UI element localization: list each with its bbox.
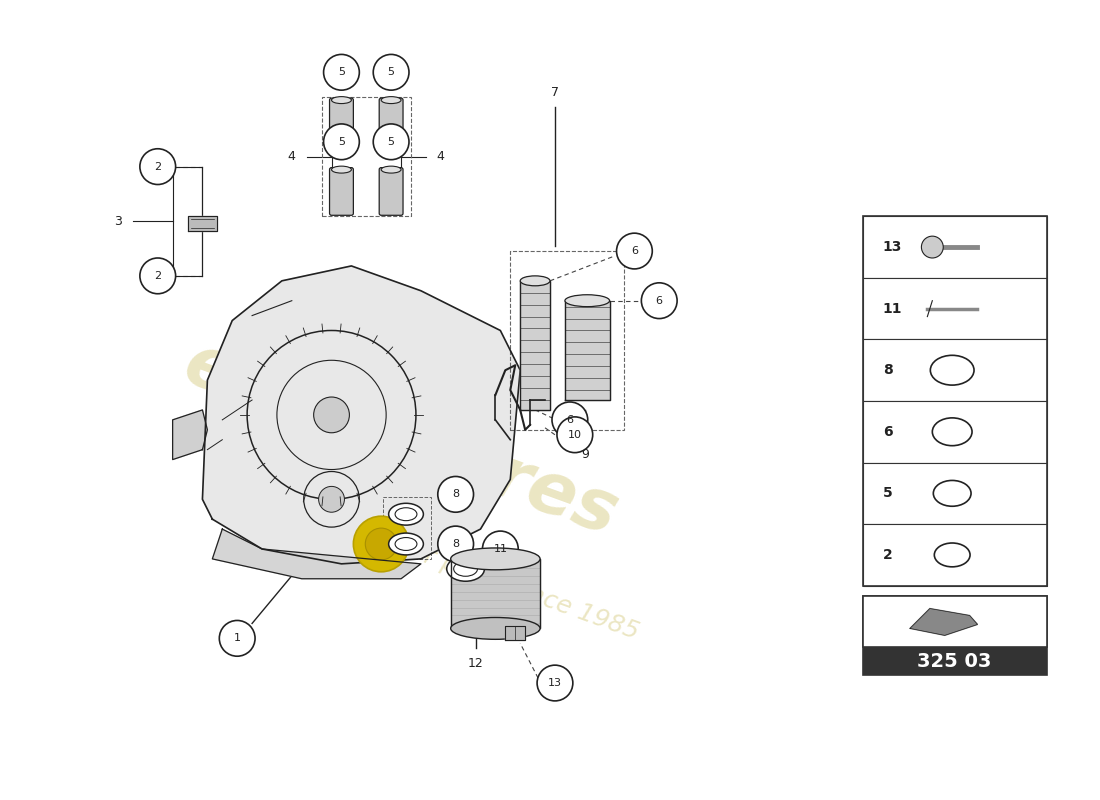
Ellipse shape (395, 538, 417, 550)
Text: 7: 7 (551, 86, 559, 98)
Text: 9: 9 (581, 448, 589, 461)
Circle shape (314, 397, 350, 433)
Ellipse shape (565, 294, 609, 306)
Circle shape (438, 477, 473, 512)
Ellipse shape (453, 562, 477, 576)
Text: 5: 5 (387, 67, 395, 78)
Circle shape (140, 258, 176, 294)
Text: 6: 6 (656, 296, 662, 306)
Text: 8: 8 (882, 363, 892, 378)
Text: 6: 6 (631, 246, 638, 256)
FancyBboxPatch shape (379, 168, 403, 215)
Text: 3: 3 (114, 214, 122, 228)
Ellipse shape (451, 618, 540, 639)
Bar (862, 216, 1046, 278)
Polygon shape (505, 626, 525, 640)
Polygon shape (565, 301, 609, 400)
Text: 2: 2 (882, 548, 892, 562)
Circle shape (373, 124, 409, 160)
Circle shape (353, 516, 409, 572)
Bar (862, 278, 1046, 339)
Ellipse shape (447, 557, 484, 582)
Text: 5: 5 (338, 137, 345, 147)
Polygon shape (520, 281, 550, 410)
Text: 8: 8 (452, 490, 459, 499)
Circle shape (319, 486, 344, 512)
Circle shape (616, 233, 652, 269)
Bar (862, 462, 1046, 524)
Text: a passion for parts since 1985: a passion for parts since 1985 (279, 493, 642, 645)
Polygon shape (173, 410, 208, 459)
Circle shape (552, 402, 587, 438)
Text: 11: 11 (882, 302, 902, 316)
Polygon shape (451, 559, 540, 629)
Text: 11: 11 (493, 544, 507, 554)
Text: 13: 13 (882, 240, 902, 254)
Text: 5: 5 (882, 486, 892, 500)
Text: 5: 5 (338, 67, 345, 78)
Text: 13: 13 (548, 678, 562, 688)
FancyBboxPatch shape (330, 98, 353, 146)
Bar (862, 401, 1046, 462)
Text: eurospares: eurospares (175, 329, 627, 550)
Ellipse shape (520, 276, 550, 286)
Ellipse shape (451, 548, 540, 570)
Text: 2: 2 (154, 271, 162, 281)
Text: 8: 8 (452, 539, 459, 549)
Text: 6: 6 (566, 415, 573, 425)
Ellipse shape (388, 533, 424, 555)
Circle shape (557, 417, 593, 453)
Bar (862, 339, 1046, 401)
Text: 2: 2 (154, 162, 162, 172)
Text: 5: 5 (387, 137, 395, 147)
Text: 1: 1 (233, 634, 241, 643)
Circle shape (219, 621, 255, 656)
Polygon shape (910, 609, 978, 635)
Text: 10: 10 (568, 430, 582, 440)
Circle shape (323, 54, 360, 90)
Bar (862, 596, 1046, 647)
Circle shape (365, 528, 397, 560)
Circle shape (922, 236, 944, 258)
Circle shape (438, 526, 473, 562)
FancyBboxPatch shape (379, 98, 403, 146)
Text: 4: 4 (288, 150, 296, 163)
Text: 4: 4 (437, 150, 444, 163)
Circle shape (323, 124, 360, 160)
Polygon shape (187, 216, 218, 231)
FancyBboxPatch shape (330, 168, 353, 215)
Ellipse shape (382, 166, 402, 173)
Polygon shape (202, 266, 520, 564)
Circle shape (373, 54, 409, 90)
Polygon shape (212, 529, 421, 578)
Ellipse shape (331, 166, 351, 173)
Text: 6: 6 (882, 425, 892, 438)
Bar (862, 524, 1046, 586)
Circle shape (641, 283, 678, 318)
Circle shape (140, 149, 176, 185)
Bar (862, 596, 1046, 675)
Circle shape (483, 531, 518, 567)
Bar (862, 216, 1046, 586)
Ellipse shape (382, 97, 402, 103)
Text: 325 03: 325 03 (917, 652, 992, 670)
Ellipse shape (331, 97, 351, 103)
Circle shape (537, 665, 573, 701)
Ellipse shape (395, 508, 417, 521)
Ellipse shape (388, 503, 424, 525)
Text: 12: 12 (468, 657, 483, 670)
